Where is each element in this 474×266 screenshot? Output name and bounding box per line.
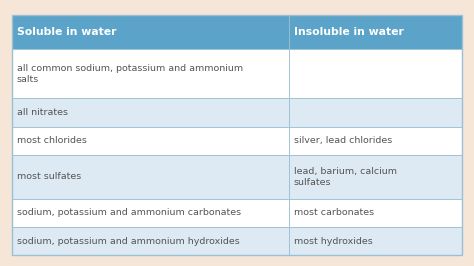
Text: all nitrates: all nitrates [17, 108, 68, 117]
Bar [289, 127, 462, 155]
Text: all common sodium, potassium and ammonium
salts: all common sodium, potassium and ammoniu… [17, 64, 243, 84]
Text: most carbonates: most carbonates [293, 208, 374, 217]
Text: Insoluble in water: Insoluble in water [293, 27, 403, 37]
Bar [289, 155, 462, 198]
Bar [289, 15, 462, 49]
Bar [12, 155, 289, 198]
Bar [12, 49, 289, 98]
Text: lead, barium, calcium
sulfates: lead, barium, calcium sulfates [293, 167, 397, 187]
Text: most sulfates: most sulfates [17, 172, 81, 181]
Bar [12, 98, 289, 127]
Bar [289, 227, 462, 255]
Bar [12, 127, 289, 155]
Text: sodium, potassium and ammonium carbonates: sodium, potassium and ammonium carbonate… [17, 208, 241, 217]
Bar [12, 15, 289, 49]
Bar [12, 198, 289, 227]
Text: Soluble in water: Soluble in water [17, 27, 116, 37]
Text: most chlorides: most chlorides [17, 136, 86, 146]
Bar [289, 98, 462, 127]
Bar [289, 49, 462, 98]
Text: sodium, potassium and ammonium hydroxides: sodium, potassium and ammonium hydroxide… [17, 237, 239, 246]
Bar [289, 198, 462, 227]
Text: silver, lead chlorides: silver, lead chlorides [293, 136, 392, 146]
Bar [12, 227, 289, 255]
Text: most hydroxides: most hydroxides [293, 237, 372, 246]
